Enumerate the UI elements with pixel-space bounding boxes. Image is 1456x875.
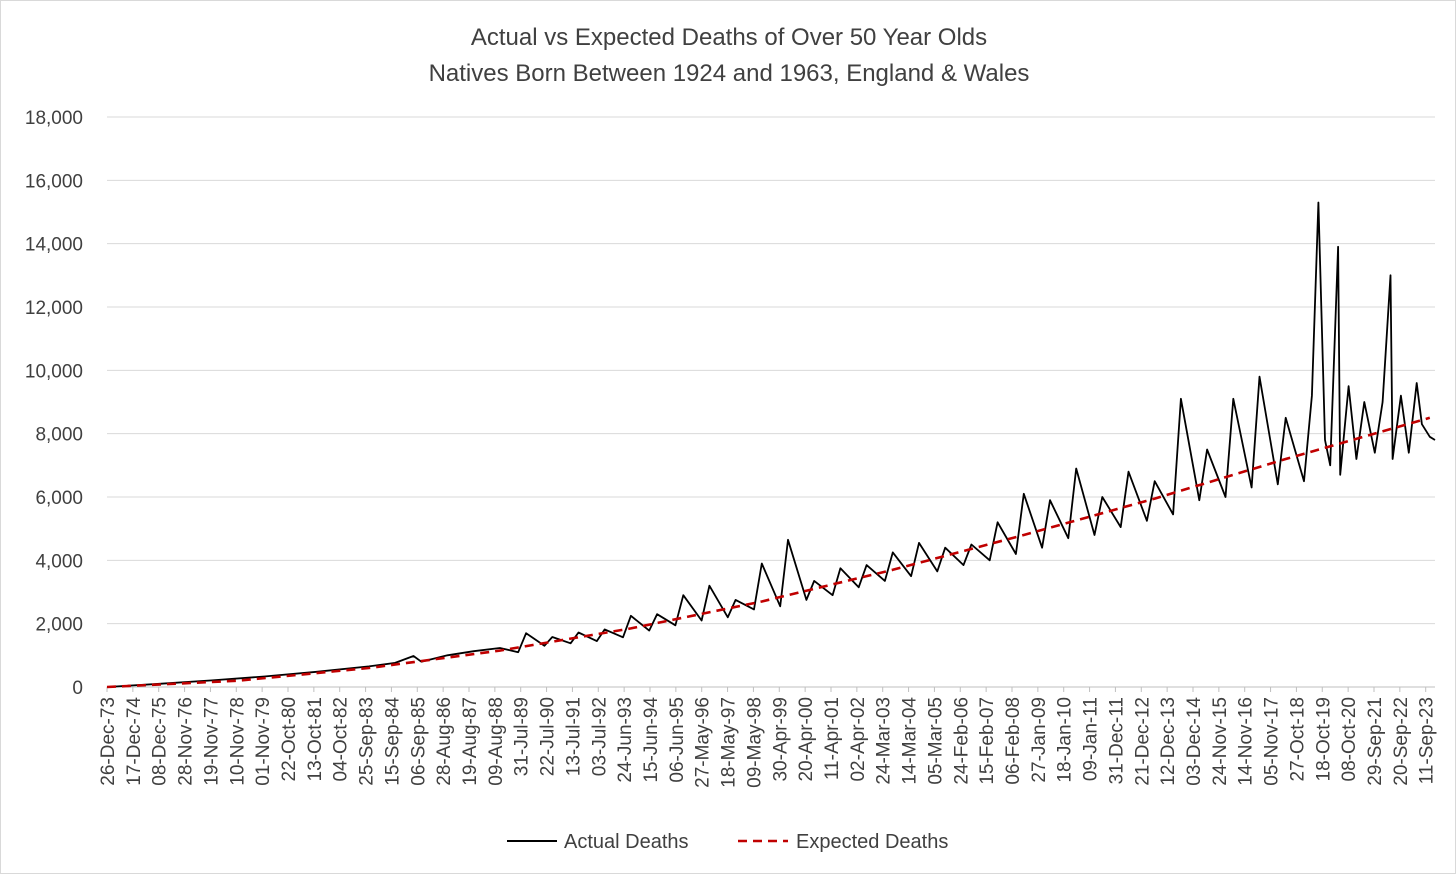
x-tick-label: 08-Dec-75 bbox=[150, 697, 171, 786]
x-tick-label: 09-Jan-11 bbox=[1081, 697, 1102, 781]
x-tick-label: 25-Sep-83 bbox=[357, 697, 378, 786]
x-tick-label: 20-Apr-00 bbox=[796, 697, 817, 782]
x-tick-label: 09-May-98 bbox=[744, 697, 765, 788]
y-tick-label: 8,000 bbox=[35, 425, 83, 446]
x-tick-label: 04-Oct-82 bbox=[331, 697, 352, 781]
x-tick-label: 05-Nov-17 bbox=[1262, 697, 1283, 786]
x-tick-label: 31-Dec-11 bbox=[1106, 697, 1127, 784]
y-tick-label: 12,000 bbox=[25, 298, 83, 319]
x-tick-label: 21-Dec-12 bbox=[1132, 697, 1153, 786]
y-tick-label: 18,000 bbox=[25, 108, 83, 129]
x-tick-label: 15-Sep-84 bbox=[382, 697, 403, 786]
legend-label-actual: Actual Deaths bbox=[564, 831, 689, 853]
y-tick-label: 10,000 bbox=[25, 361, 83, 382]
x-tick-label: 28-Nov-76 bbox=[176, 697, 197, 786]
x-tick-label: 17-Dec-74 bbox=[124, 697, 145, 786]
x-tick-label: 15-Jun-94 bbox=[641, 697, 662, 783]
x-tick-label: 13-Oct-81 bbox=[305, 697, 326, 781]
x-tick-label: 27-Oct-18 bbox=[1287, 697, 1308, 781]
x-tick-label: 18-Oct-19 bbox=[1313, 697, 1334, 781]
x-tick-label: 08-Oct-20 bbox=[1339, 697, 1360, 781]
x-tick-label: 31-Jul-89 bbox=[512, 697, 533, 776]
x-tick-label: 05-Mar-05 bbox=[925, 697, 946, 785]
x-tick-label: 27-Jan-09 bbox=[1029, 697, 1050, 783]
x-tick-label: 12-Dec-13 bbox=[1158, 697, 1179, 786]
gridlines bbox=[107, 116, 1435, 625]
chart-subtitle: Natives Born Between 1924 and 1963, Engl… bbox=[429, 60, 1030, 87]
x-tick-label: 24-Feb-06 bbox=[951, 697, 972, 785]
y-tick-label: 2,000 bbox=[35, 615, 83, 636]
x-tick-label: 24-Nov-15 bbox=[1210, 697, 1231, 786]
y-tick-label: 6,000 bbox=[35, 488, 83, 509]
x-tick-label: 13-Jul-91 bbox=[563, 697, 584, 776]
legend-label-expected: Expected Deaths bbox=[796, 831, 948, 853]
x-tick-label: 10-Nov-78 bbox=[227, 697, 248, 786]
x-tick-label: 11-Sep-23 bbox=[1417, 697, 1438, 784]
expected-deaths-line bbox=[106, 416, 1431, 689]
x-tick-label: 06-Feb-08 bbox=[1003, 697, 1024, 785]
x-tick-label: 24-Jun-93 bbox=[615, 697, 636, 783]
x-tick-label: 02-Apr-02 bbox=[848, 697, 869, 782]
x-tick-label: 30-Apr-99 bbox=[770, 697, 791, 782]
x-tick-label: 18-Jan-10 bbox=[1055, 697, 1076, 783]
x-tick-label: 14-Nov-16 bbox=[1236, 697, 1257, 786]
y-tick-label: 16,000 bbox=[25, 171, 83, 192]
x-tick-label: 27-May-96 bbox=[693, 697, 714, 788]
x-tick-label: 20-Sep-22 bbox=[1391, 697, 1412, 786]
chart-title: Actual vs Expected Deaths of Over 50 Yea… bbox=[471, 24, 987, 51]
x-tick-label: 19-Aug-87 bbox=[460, 697, 481, 786]
x-axis: 26-Dec-73 17-Dec-74 08-Dec-75 28-Nov-76 19-N… bbox=[98, 686, 1438, 788]
y-axis: 0 2,000 4,000 6,000 8,000 10,000 12,000 14,000 1… bbox=[25, 108, 83, 699]
x-tick-label: 03-Dec-14 bbox=[1184, 697, 1205, 786]
y-tick-label: 4,000 bbox=[35, 551, 83, 572]
x-tick-label: 06-Sep-85 bbox=[408, 697, 429, 786]
x-tick-label: 22-Jul-90 bbox=[538, 697, 559, 776]
x-tick-label: 01-Nov-79 bbox=[253, 697, 274, 786]
x-tick-label: 24-Mar-03 bbox=[874, 697, 895, 785]
x-tick-label: 28-Aug-86 bbox=[434, 697, 455, 786]
x-tick-label: 03-Jul-92 bbox=[589, 697, 610, 776]
y-tick-label: 0 bbox=[72, 678, 83, 699]
x-tick-label: 29-Sep-21 bbox=[1365, 697, 1386, 786]
x-tick-label: 22-Oct-80 bbox=[279, 697, 300, 781]
x-tick-label: 18-May-97 bbox=[719, 697, 740, 788]
legend: Actual Deaths Expected Deaths bbox=[507, 831, 948, 853]
x-tick-label: 19-Nov-77 bbox=[201, 697, 222, 786]
x-tick-label: 14-Mar-04 bbox=[900, 697, 921, 785]
y-tick-label: 14,000 bbox=[25, 235, 83, 256]
actual-deaths-line bbox=[106, 201, 1436, 688]
x-tick-label: 11-Apr-01 bbox=[822, 697, 843, 780]
x-tick-label: 09-Aug-88 bbox=[486, 697, 507, 786]
x-tick-label: 15-Feb-07 bbox=[977, 697, 998, 785]
x-tick-label: 06-Jun-95 bbox=[667, 697, 688, 783]
series-lines bbox=[106, 201, 1436, 689]
x-tick-label: 26-Dec-73 bbox=[98, 697, 119, 786]
